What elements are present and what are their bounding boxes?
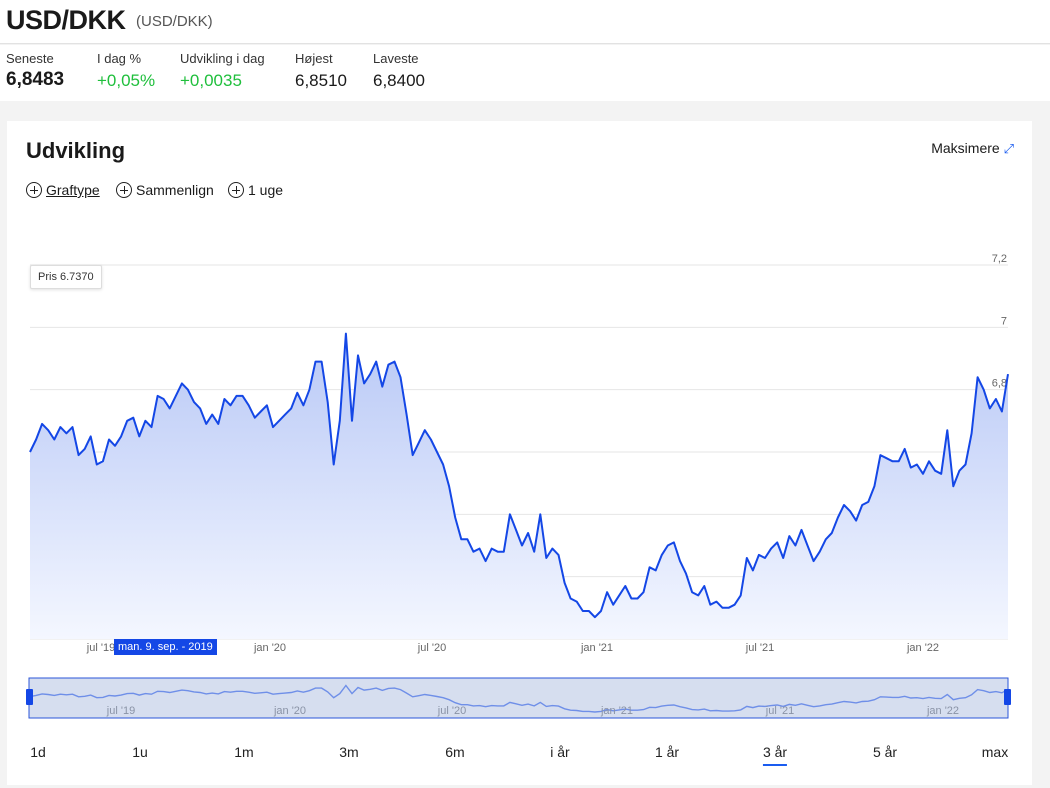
x-tick-label: jan '22 [906, 642, 939, 654]
navigator-tick-label: jan '22 [926, 705, 959, 717]
instrument-title: USD/DKK [6, 5, 126, 35]
navigator-tick-label: jan '21 [600, 705, 633, 717]
range-5-ar[interactable]: 5 år [872, 744, 898, 760]
navigator-tick-label: jul '20 [437, 705, 466, 717]
interval-label: 1 uge [248, 182, 284, 198]
x-tick-label: jul '19 [86, 642, 115, 654]
stat-last: Seneste 6,8483 [6, 51, 64, 91]
price-area [30, 333, 1008, 639]
range-max[interactable]: max [981, 744, 1009, 760]
compare-button[interactable]: Sammenlign [116, 182, 214, 198]
plus-circle-icon [228, 182, 244, 198]
hover-date-label: man. 9. sep. - 2019 [114, 639, 217, 655]
instrument-subtitle: (USD/DKK) [136, 13, 213, 30]
range-1-ar[interactable]: 1 år [654, 744, 680, 760]
price-line [29, 332, 1009, 619]
stat-low: Laveste 6,8400 [373, 51, 425, 91]
stat-value: 6,8483 [6, 69, 65, 90]
range-6m[interactable]: 6m [445, 744, 465, 760]
stat-value: +0,0035 [180, 71, 242, 90]
quote-header: USD/DKK (USD/DKK) [0, 0, 1050, 44]
maximize-label: Maksimere [931, 140, 1000, 156]
x-tick-label: jan '21 [580, 642, 613, 654]
quote-stats: Seneste 6,8483 I dag % +0,05% Udvikling … [0, 45, 1050, 101]
chart-type-button[interactable]: Graftype [26, 182, 100, 198]
stat-label: Udvikling i dag [180, 51, 265, 66]
navigator-tick-label: jul '19 [106, 705, 135, 717]
range-3m[interactable]: 3m [339, 744, 359, 760]
navigator-tick-label: jan '20 [273, 705, 306, 717]
stat-value: 6,8400 [373, 71, 425, 90]
stat-value: 6,8510 [295, 71, 347, 90]
range-1u[interactable]: 1u [132, 744, 148, 760]
navigator-window [28, 677, 1009, 719]
x-tick-label: jul '21 [745, 642, 774, 654]
card-title: Udvikling [26, 138, 126, 163]
stat-value: +0,05% [97, 71, 156, 90]
range-selector: 1d 1u 1m 3m 6m i år 1 år 3 år 5 år max [0, 744, 1050, 766]
expand-arrow-icon: ⤢ [1003, 141, 1014, 156]
range-1d[interactable]: 1d [30, 744, 46, 760]
x-tick-label: jul '20 [417, 642, 446, 654]
stat-label: I dag % [97, 51, 142, 66]
range-i-ar[interactable]: i år [550, 744, 570, 760]
stat-label: Højest [295, 51, 333, 66]
navigator-tick-label: jul '21 [765, 705, 794, 717]
y-tick-label: 7,2 [992, 253, 1007, 265]
chart-type-label: Graftype [46, 182, 100, 198]
range-3-ar[interactable]: 3 år [762, 744, 788, 766]
plus-circle-icon [116, 182, 132, 198]
maximize-button[interactable]: Maksimere ⤢ [931, 140, 1014, 157]
y-tick-label: 6,8 [992, 378, 1007, 390]
stat-high: Højest 6,8510 [295, 51, 347, 91]
price-tooltip: Pris 6.7370 [30, 265, 102, 289]
y-tick-label: 7 [1001, 315, 1007, 327]
stat-label: Laveste [373, 51, 419, 66]
stat-today-change: Udvikling i dag +0,0035 [180, 51, 265, 91]
range-1m[interactable]: 1m [234, 744, 254, 760]
compare-label: Sammenlign [136, 182, 214, 198]
navigator-handle-right[interactable] [1004, 689, 1011, 705]
navigator-handle-left[interactable] [26, 689, 33, 705]
plus-circle-icon [26, 182, 42, 198]
navigator-line [29, 684, 1009, 713]
stat-label: Seneste [6, 51, 54, 66]
interval-button[interactable]: 1 uge [228, 182, 283, 198]
x-tick-label: jan '20 [253, 642, 286, 654]
stat-today-percent: I dag % +0,05% [97, 51, 155, 91]
